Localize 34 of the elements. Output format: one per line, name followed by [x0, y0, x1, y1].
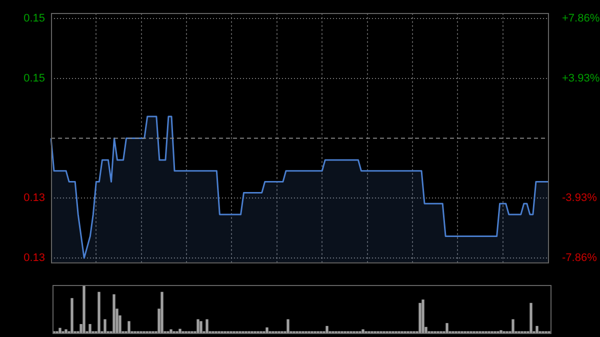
bar	[200, 321, 202, 333]
bar	[286, 319, 290, 333]
bar	[196, 319, 200, 333]
bar	[64, 329, 68, 333]
bar	[70, 298, 74, 333]
bar	[326, 326, 328, 333]
y-tick-label: 0.15	[24, 12, 45, 24]
bar	[170, 329, 172, 333]
bar	[500, 330, 502, 333]
bar	[530, 302, 532, 333]
bar	[178, 328, 182, 333]
bar	[206, 319, 208, 333]
bar	[104, 319, 106, 333]
bar	[512, 319, 514, 333]
bar	[112, 294, 116, 333]
y-tick-label: 0.13	[24, 192, 45, 204]
bar	[266, 327, 268, 333]
bar	[82, 285, 86, 333]
bar	[160, 292, 164, 333]
bar	[362, 329, 364, 333]
bar	[88, 324, 92, 333]
bar	[536, 326, 538, 333]
y2-tick-label: -3.93%	[562, 192, 598, 204]
y-tick-label: 0.13	[24, 252, 45, 264]
bar	[128, 321, 130, 333]
y2-tick-label: -7.86%	[562, 252, 598, 264]
bar	[98, 292, 100, 333]
bar	[58, 328, 62, 333]
y2-tick-label: +7.86%	[562, 12, 600, 24]
y-tick-label: 0.15	[24, 72, 45, 84]
bar	[418, 302, 422, 333]
y2-tick-label: +3.93%	[562, 72, 600, 84]
bar	[446, 323, 448, 333]
bar	[422, 300, 424, 333]
